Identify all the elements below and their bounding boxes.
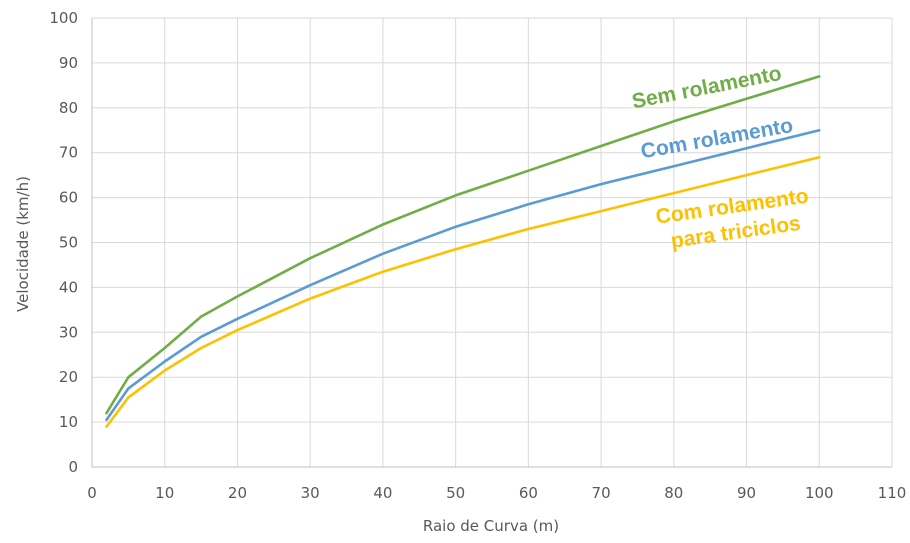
- x-tick-label: 20: [228, 484, 247, 502]
- y-tick-label: 60: [59, 189, 78, 207]
- y-tick-label: 100: [49, 9, 78, 27]
- series-label-2: Com rolamentopara triciclos: [654, 184, 813, 254]
- x-tick-label: 70: [592, 484, 611, 502]
- y-axis-title: Velocidade (km/h): [14, 176, 32, 312]
- y-tick-label: 30: [59, 323, 78, 341]
- series-label-line: Sem rolamento: [630, 62, 783, 114]
- x-tick-label: 60: [519, 484, 538, 502]
- x-tick-label: 50: [446, 484, 465, 502]
- gridlines: [92, 17, 893, 467]
- x-tick-label: 10: [155, 484, 174, 502]
- x-tick-label: 110: [878, 484, 907, 502]
- series-lines: [105, 75, 821, 428]
- y-tick-label: 50: [59, 234, 78, 252]
- x-tick-label: 90: [737, 484, 756, 502]
- y-tick-label: 40: [59, 278, 78, 296]
- series-line-1: [105, 129, 821, 422]
- y-tick-label: 20: [59, 368, 78, 386]
- x-axis-title: Raio de Curva (m): [423, 517, 559, 535]
- y-tick-label: 10: [59, 413, 78, 431]
- y-axis-ticks: 0 10 20 30 40 50 60 70 80 90 100: [49, 9, 78, 476]
- x-tick-label: 100: [805, 484, 834, 502]
- series-line-0: [105, 75, 821, 415]
- x-tick-label: 0: [87, 484, 97, 502]
- y-tick-label: 0: [68, 458, 78, 476]
- x-tick-label: 80: [664, 484, 683, 502]
- axes: [91, 18, 892, 468]
- x-axis-ticks: 0 10 20 30 40 50 60 70 80 90 100 110: [87, 484, 906, 502]
- x-tick-label: 40: [373, 484, 392, 502]
- y-tick-label: 90: [59, 54, 78, 72]
- series-line-2: [105, 155, 821, 428]
- y-tick-label: 70: [59, 144, 78, 162]
- series-label-0: Sem rolamento: [630, 62, 783, 114]
- x-tick-label: 30: [301, 484, 320, 502]
- y-tick-label: 80: [59, 99, 78, 117]
